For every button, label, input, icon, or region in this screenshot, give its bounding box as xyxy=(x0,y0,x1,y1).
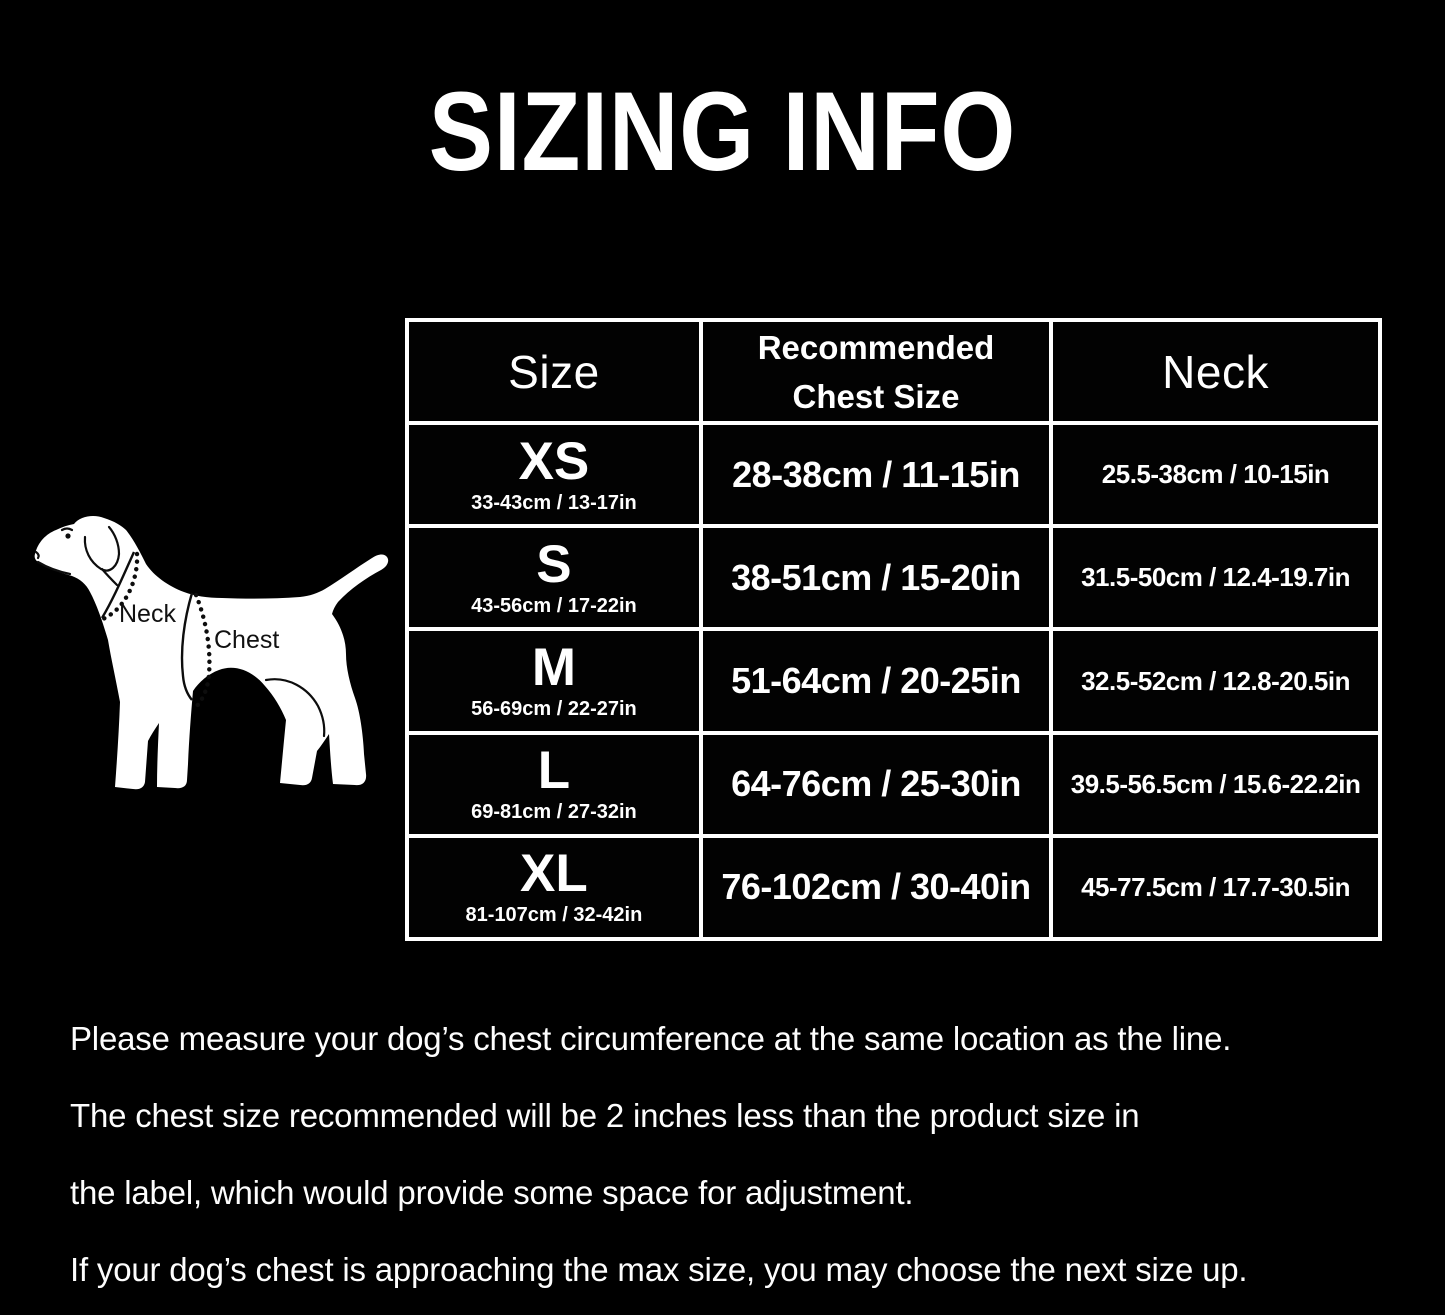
size-range: 43-56cm / 17-22in xyxy=(471,594,637,617)
neck-cell-l: 39.5-56.5cm / 15.6-22.2in xyxy=(1049,730,1382,838)
neck-measure-line xyxy=(100,551,140,622)
column-header-chest-line1: Recommended xyxy=(757,328,995,366)
table-row: L 69-81cm / 27-32in 64-76cm / 25-30in 39… xyxy=(405,730,1382,838)
dog-measurement-diagram: Neck Chest xyxy=(22,492,402,822)
dog-brow xyxy=(60,527,74,532)
dog-silhouette xyxy=(34,516,389,790)
neck-cell-xs: 25.5-38cm / 10-15in xyxy=(1049,421,1382,529)
note-line: Please measure your dog’s chest circumfe… xyxy=(70,1020,1232,1057)
size-cell-l: L 69-81cm / 27-32in xyxy=(405,730,703,838)
dog-nostril xyxy=(34,550,40,560)
sizing-table: Size Recommended Chest Size Neck XS 33-4… xyxy=(405,317,1382,942)
table-row: XS 33-43cm / 13-17in 28-38cm / 11-15in 2… xyxy=(405,421,1382,529)
size-value: XL xyxy=(520,844,588,904)
table-row: S 43-56cm / 17-22in 38-51cm / 15-20in 31… xyxy=(405,524,1382,632)
note-line: the label, which would provide some spac… xyxy=(70,1174,914,1211)
table-row: M 56-69cm / 22-27in 51-64cm / 20-25in 32… xyxy=(405,627,1382,735)
table-row: XL 81-107cm / 32-42in 76-102cm / 30-40in… xyxy=(405,833,1382,942)
neck-band-solid xyxy=(100,551,136,619)
size-value: L xyxy=(537,741,571,801)
note-line: The chest size recommended will be 2 inc… xyxy=(70,1097,1140,1134)
footer-notes: Please measure your dog’s chest circumfe… xyxy=(70,1000,1410,1308)
dog-cheek-line xyxy=(100,567,119,587)
chest-cell-s: 38-51cm / 15-20in xyxy=(698,524,1054,632)
size-value: M xyxy=(531,638,576,698)
chest-cell-xs: 28-38cm / 11-15in xyxy=(698,421,1054,529)
column-header-chest: Recommended Chest Size xyxy=(698,317,1054,426)
neck-cell-xl: 45-77.5cm / 17.7-30.5in xyxy=(1049,833,1382,942)
chest-cell-l: 64-76cm / 25-30in xyxy=(698,730,1054,838)
dog-mouth-line xyxy=(36,560,72,576)
page-title: SIZING INFO xyxy=(428,69,1017,194)
size-value: S xyxy=(536,534,572,594)
size-cell-m: M 56-69cm / 22-27in xyxy=(405,627,703,735)
column-header-neck: Neck xyxy=(1049,317,1382,426)
size-value: XS xyxy=(518,431,590,491)
chest-band-dotted xyxy=(192,592,212,711)
chest-cell-m: 51-64cm / 20-25in xyxy=(698,627,1054,735)
neck-cell-s: 31.5-50cm / 12.4-19.7in xyxy=(1049,524,1382,632)
note-line: If your dog’s chest is approaching the m… xyxy=(70,1251,1248,1288)
dog-detail-lines xyxy=(34,525,326,738)
chest-measure-line xyxy=(180,592,212,711)
neck-cell-m: 32.5-52cm / 12.8-20.5in xyxy=(1049,627,1382,735)
column-header-size: Size xyxy=(405,317,703,426)
dog-eye xyxy=(65,533,71,539)
dog-ear xyxy=(83,525,121,572)
size-cell-xs: XS 33-43cm / 13-17in xyxy=(405,421,703,529)
table-header-row: Size Recommended Chest Size Neck xyxy=(405,317,1382,426)
chest-band-solid xyxy=(180,592,194,701)
size-range: 56-69cm / 22-27in xyxy=(471,698,637,721)
neck-band-dotted xyxy=(100,551,140,622)
size-cell-s: S 43-56cm / 17-22in xyxy=(405,524,703,632)
size-range: 69-81cm / 27-32in xyxy=(471,801,637,824)
chest-cell-xl: 76-102cm / 30-40in xyxy=(698,833,1054,942)
chest-label: Chest xyxy=(214,626,279,654)
column-header-chest-line2: Chest Size xyxy=(792,377,960,415)
size-range: 81-107cm / 32-42in xyxy=(465,904,643,927)
dog-thigh-line xyxy=(264,678,326,738)
size-cell-xl: XL 81-107cm / 32-42in xyxy=(405,833,703,942)
size-range: 33-43cm / 13-17in xyxy=(471,491,637,514)
dog-illustration-svg: Neck Chest xyxy=(34,516,389,790)
neck-label: Neck xyxy=(119,600,176,628)
